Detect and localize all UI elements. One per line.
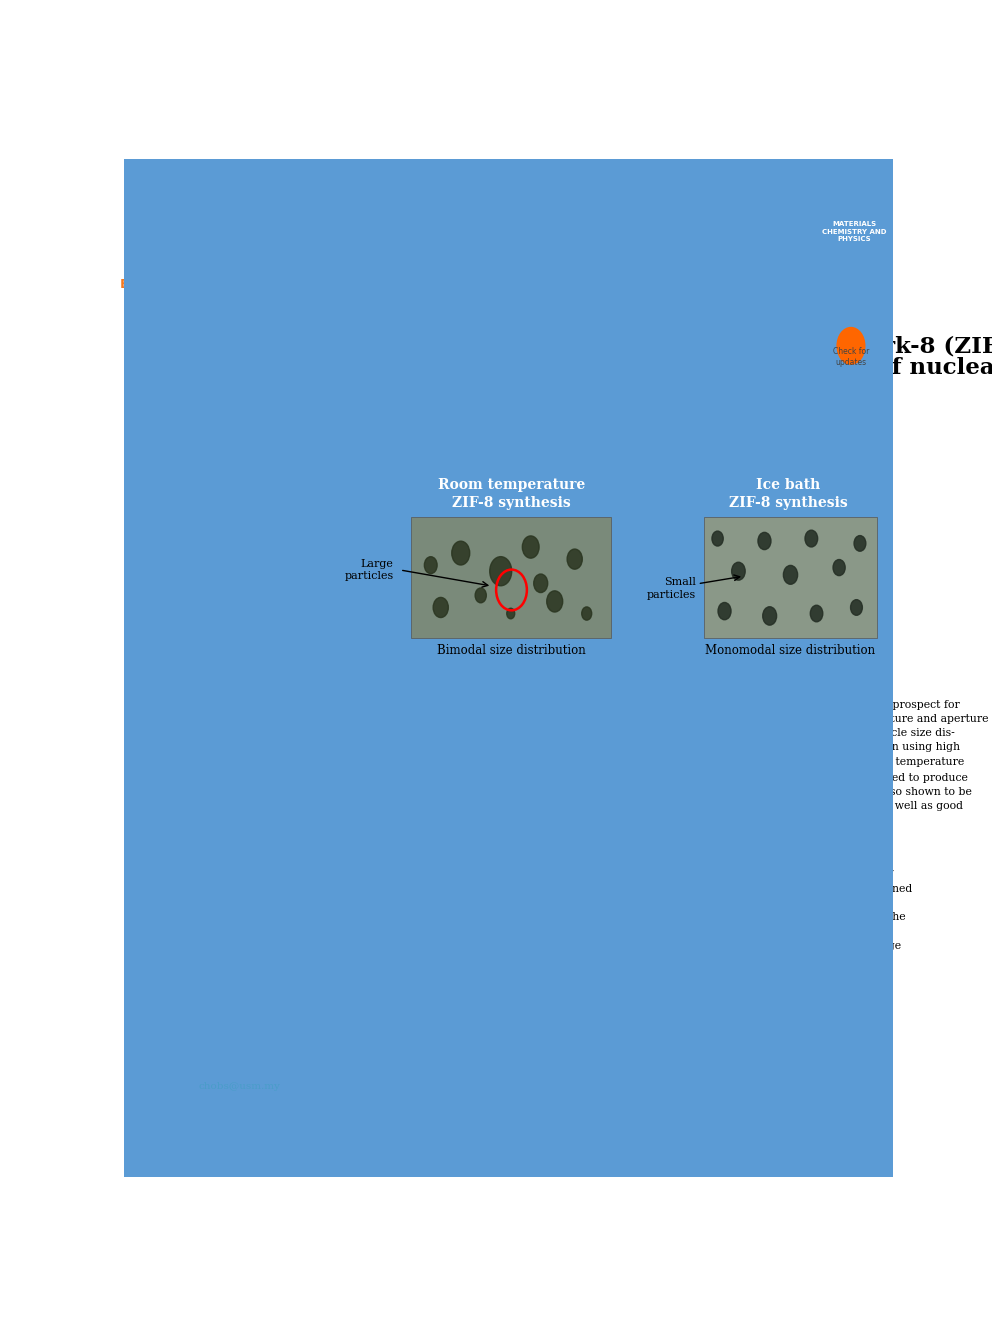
Text: * Corresponding author.: * Corresponding author. <box>138 1070 266 1080</box>
Text: H I G H L I G H T S: H I G H L I G H T S <box>138 451 243 460</box>
Circle shape <box>712 531 723 546</box>
Text: ᵃ School of Chemical Engineering, Engineering Campus, Universiti Sains Malaysia,: ᵃ School of Chemical Engineering, Engine… <box>138 409 861 417</box>
Text: Synthesis and size control of zeolitic imidazolate framework-8 (ZIF-8): From: Synthesis and size control of zeolitic i… <box>138 336 992 357</box>
Circle shape <box>451 541 470 565</box>
Text: the perspective of reaction kinetics and thermodynamics of nucleation: the perspective of reaction kinetics and… <box>138 357 992 380</box>
Text: Increasing both Zn²⁺ and 2-mIm⁻
concentrations caused bimodal ZIF-8
particle siz: Increasing both Zn²⁺ and 2-mIm⁻ concentr… <box>151 554 340 587</box>
Text: ●: ● <box>141 517 148 525</box>
Text: MATERIALS
CHEMISTRY AND
PHYSICS: MATERIALS CHEMISTRY AND PHYSICS <box>821 221 886 242</box>
Text: Nanosized ZIF-8 particles with mono-
modal size distribution were success-
fully: Nanosized ZIF-8 particles with mono- mod… <box>151 480 343 513</box>
Text: Particle size: Particle size <box>138 721 201 730</box>
Text: ELSEVIER: ELSEVIER <box>120 278 190 291</box>
Text: G R A P H I C A L   A B S T R A C T: G R A P H I C A L A B S T R A C T <box>372 451 565 460</box>
Circle shape <box>732 562 745 581</box>
Text: (B.S. Ooi).: (B.S. Ooi). <box>262 1082 319 1091</box>
Text: Room temperature
ZIF-8 synthesis: Room temperature ZIF-8 synthesis <box>437 478 585 509</box>
Text: Received 26 December 2017; Received in revised form 24 May 2018; Accepted 10 Jun: Received 26 December 2017; Received in r… <box>138 1110 627 1119</box>
Text: Increasing Zn²⁺ concentration alone
led to formation of smaller ZIF-8 par-
ticle: Increasing Zn²⁺ concentration alone led … <box>151 517 342 550</box>
Bar <box>124 311 893 321</box>
Text: ●: ● <box>141 627 148 635</box>
Circle shape <box>425 557 437 574</box>
Text: Keywords:: Keywords: <box>138 700 200 710</box>
Text: Reaction temperature had minimal
impact on ZIF-8 structure and pore
properties.: Reaction temperature had minimal impact … <box>151 627 331 660</box>
Circle shape <box>581 607 591 620</box>
Circle shape <box>837 328 865 364</box>
Circle shape <box>850 599 862 615</box>
Text: chobs@usm.my: chobs@usm.my <box>198 1082 281 1091</box>
Circle shape <box>833 560 845 576</box>
Circle shape <box>507 609 515 619</box>
Text: Large
particles: Large particles <box>344 558 394 581</box>
Text: ᵇ School of Chemical Sciences, Universiti Sains Malaysia, 11800, Pulau Pinang, M: ᵇ School of Chemical Sciences, Universit… <box>138 421 579 430</box>
Text: pore network formed via the coordination between metal ions and
imidazolate ions: pore network formed via the coordination… <box>513 856 913 950</box>
Circle shape <box>567 549 582 569</box>
Text: Zeolitic imidazolate framework (ZIF) is a new class of crystalline
and microporo: Zeolitic imidazolate framework (ZIF) is … <box>138 856 523 923</box>
Text: Nucleation: Nucleation <box>138 753 195 762</box>
Text: ●: ● <box>141 480 148 488</box>
Bar <box>821 208 888 312</box>
Text: Zeolitic imidazolate framework-8 (ZIF-8) is a microporous and crystalline materi: Zeolitic imidazolate framework-8 (ZIF-8)… <box>370 700 989 827</box>
Text: E-mail address:: E-mail address: <box>138 1082 223 1091</box>
Circle shape <box>547 591 562 613</box>
Text: ●: ● <box>141 554 148 562</box>
Text: Reaction temperature: Reaction temperature <box>138 742 254 751</box>
Text: Contents lists available at: Contents lists available at <box>351 218 509 230</box>
Text: A B S T R A C T: A B S T R A C T <box>370 675 457 684</box>
Text: 0254-0584/ © 2018 Elsevier B.V. All rights reserved.: 0254-0584/ © 2018 Elsevier B.V. All righ… <box>138 1136 415 1146</box>
Circle shape <box>434 598 448 618</box>
Text: Materials Chemistry and Physics 216 (2018) 393–401: Materials Chemistry and Physics 216 (201… <box>367 191 650 200</box>
Circle shape <box>805 531 817 546</box>
Bar <box>177 208 780 312</box>
Circle shape <box>810 605 822 622</box>
Text: journal homepage:: journal homepage: <box>393 292 509 306</box>
Text: ScienceDirect: ScienceDirect <box>509 218 592 230</box>
Text: Small
particles: Small particles <box>647 577 696 599</box>
Text: Bimodal size distribution: Bimodal size distribution <box>437 643 586 656</box>
Text: Materials Chemistry and Physics: Materials Chemistry and Physics <box>277 250 740 277</box>
Circle shape <box>758 532 771 549</box>
Circle shape <box>854 536 866 552</box>
Text: Jyh Jiunn Behᵃ, Jit Kang Limᵃ, Eng Poh Ngᵇ, Boon Seng Ooiᵃ,*: Jyh Jiunn Behᵃ, Jit Kang Limᵃ, Eng Poh N… <box>138 386 636 404</box>
Text: 1.  Introduction: 1. Introduction <box>138 832 261 847</box>
Circle shape <box>475 587 486 603</box>
Circle shape <box>490 557 512 586</box>
Bar <box>703 517 877 638</box>
Circle shape <box>718 602 731 619</box>
Text: Ice bath synthesis at high reactant
concentrations formed monomodal
ZIF-8 partic: Ice bath synthesis at high reactant conc… <box>151 590 330 623</box>
Text: Monomodal size distribution: Monomodal size distribution <box>705 643 876 656</box>
Circle shape <box>523 536 539 558</box>
Text: https://doi.org/10.1016/j.matchemphys.2018.06.022: https://doi.org/10.1016/j.matchemphys.20… <box>138 1097 412 1106</box>
Text: ⚘: ⚘ <box>140 234 170 267</box>
Text: www.elsevier.com/locate/matchemphys: www.elsevier.com/locate/matchemphys <box>509 292 742 306</box>
Circle shape <box>763 607 777 626</box>
Text: A R T I C L E   I N F O: A R T I C L E I N F O <box>138 675 259 684</box>
Text: Reactant concentration: Reactant concentration <box>138 732 262 741</box>
Circle shape <box>784 565 798 585</box>
Circle shape <box>534 574 548 593</box>
Text: ●: ● <box>141 590 148 598</box>
Text: Ice bath
ZIF-8 synthesis: Ice bath ZIF-8 synthesis <box>729 478 847 509</box>
Text: Zeolitic imidazolate framework-8: Zeolitic imidazolate framework-8 <box>138 710 311 720</box>
Bar <box>133 208 177 294</box>
Text: Available online 11 June 2018: Available online 11 June 2018 <box>138 1123 295 1131</box>
Text: Check for
updates: Check for updates <box>832 348 869 368</box>
Bar <box>411 517 611 638</box>
